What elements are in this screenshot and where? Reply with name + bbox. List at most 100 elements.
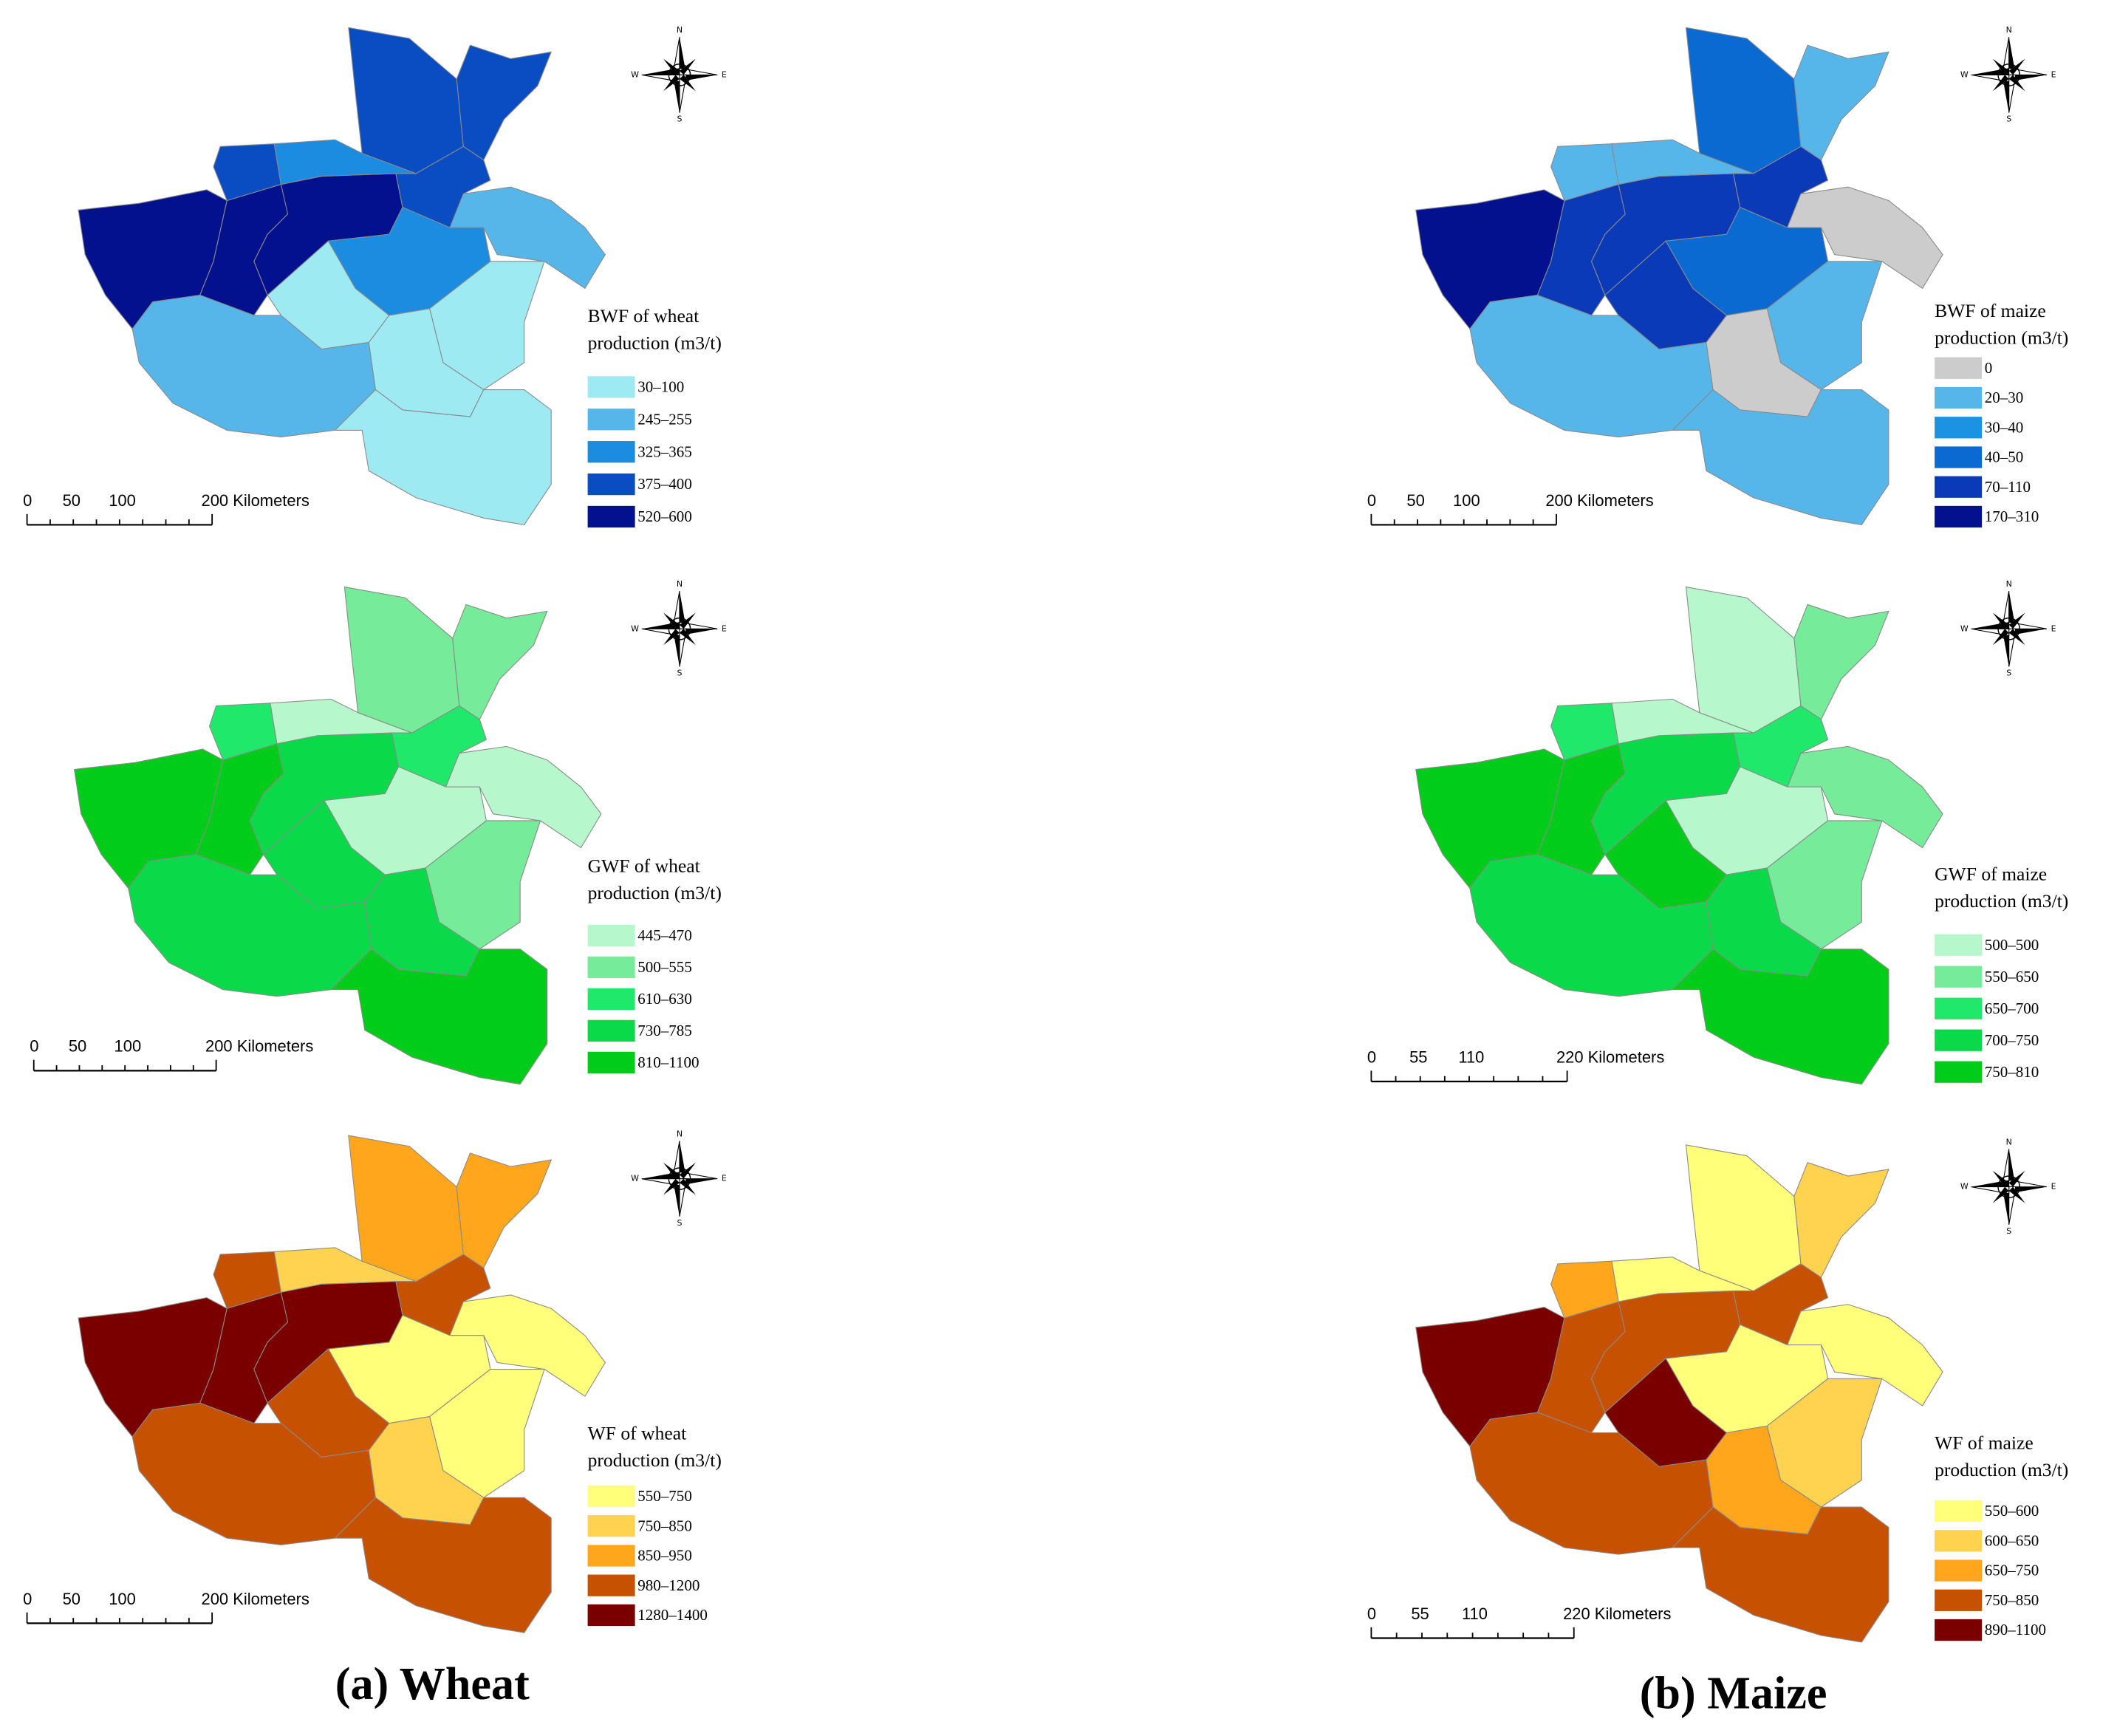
region (456, 44, 553, 161)
legend-swatch (587, 505, 635, 528)
legend-swatch (587, 376, 635, 398)
scale-label: 200 Kilometers (205, 1037, 313, 1056)
region (348, 27, 464, 174)
legend-label: 730–785 (637, 1022, 692, 1039)
compass-s: S (2006, 669, 2011, 678)
legend-title: production (m3/t) (1935, 890, 2068, 912)
compass-point (679, 1178, 696, 1195)
scale-label: 0 (1367, 1048, 1376, 1066)
scale-label: 0 (23, 491, 32, 510)
region (208, 703, 278, 761)
legend-swatch (587, 1574, 635, 1596)
legend-title: production (m3/t) (588, 882, 722, 903)
region (1793, 604, 1889, 720)
legend-swatch (1935, 1530, 1983, 1552)
legend-label: 245–255 (637, 410, 692, 428)
compass-s: S (677, 1218, 682, 1228)
legend-label: 600–650 (1985, 1531, 2039, 1549)
legend-swatch (1935, 1619, 1983, 1641)
map (78, 27, 606, 526)
compass-n: N (2006, 25, 2012, 35)
compass-point (663, 75, 680, 92)
compass-point (663, 1178, 680, 1195)
compass-n: N (677, 25, 683, 35)
compass-n: N (677, 579, 683, 589)
compass-point (1992, 58, 2009, 75)
scale-label: 50 (1406, 491, 1424, 510)
compass (641, 37, 718, 113)
map (78, 1135, 606, 1633)
legend-label: 650–750 (1985, 1562, 2039, 1579)
legend-swatch (587, 409, 635, 431)
legend-swatch (587, 473, 635, 496)
legend-title: BWF of maize (1935, 300, 2046, 321)
scale-label: 50 (63, 491, 81, 510)
region (1793, 1162, 1889, 1278)
legend-title: GWF of wheat (588, 855, 700, 876)
compass-point (1992, 75, 2009, 92)
compass-point (2008, 1186, 2025, 1203)
legend-label: 170–310 (1985, 508, 2039, 525)
region (348, 1135, 464, 1282)
legend-swatch (587, 1019, 635, 1042)
region (452, 604, 548, 720)
region (1550, 1260, 1619, 1319)
legend-swatch (1935, 476, 1983, 498)
scale-label: 0 (1367, 1605, 1376, 1623)
compass (1971, 1149, 2047, 1225)
compass-e: E (2051, 1182, 2056, 1192)
compass-point (663, 612, 680, 629)
legend-label: 750–810 (1985, 1063, 2039, 1081)
legend-label: 750–850 (637, 1517, 692, 1534)
compass-e: E (2051, 623, 2056, 633)
compass-n: N (2006, 1137, 2012, 1146)
compass-s: S (2006, 115, 2011, 124)
legend-swatch (587, 956, 635, 979)
compass-point (2008, 1170, 2025, 1187)
legend-label: 650–700 (1985, 999, 2039, 1017)
legend-title: production (m3/t) (588, 332, 722, 354)
legend-swatch (1935, 966, 1983, 988)
compass-w: W (631, 623, 639, 633)
compass (1971, 37, 2047, 113)
compass (641, 590, 718, 667)
scale-label: 100 (109, 491, 136, 510)
legend-title: WF of wheat (588, 1423, 687, 1444)
compass-w: W (631, 1174, 639, 1183)
legend-label: 550–600 (1985, 1502, 2039, 1520)
legend-label: 810–1100 (637, 1053, 699, 1071)
map (1415, 586, 1943, 1085)
compass-point (679, 629, 696, 646)
compass-point (2008, 629, 2025, 646)
legend-swatch (1935, 934, 1983, 956)
legend-swatch (1935, 997, 1983, 1019)
scale-label: 50 (69, 1037, 86, 1056)
compass-w: W (1960, 1182, 1969, 1192)
compass-ring (668, 617, 691, 640)
legend-title: WF of maize (1935, 1432, 2034, 1453)
compass (641, 1141, 718, 1217)
legend-title: production (m3/t) (1935, 1459, 2068, 1480)
compass-point (1992, 629, 2009, 646)
region (1793, 44, 1889, 161)
caption: (b) Maize (1640, 1669, 1827, 1719)
legend-swatch (587, 924, 635, 947)
map (73, 586, 602, 1085)
compass-w: W (1960, 69, 1969, 79)
compass-ring (668, 1167, 691, 1191)
region (213, 143, 282, 202)
region (456, 1152, 553, 1269)
legend-label: 850–950 (637, 1547, 692, 1565)
legend-swatch (1935, 1559, 1983, 1582)
region (1685, 586, 1802, 734)
legend-swatch (587, 441, 635, 463)
legend-swatch (587, 1051, 635, 1074)
legend-swatch (1935, 357, 1983, 379)
scale-label: 0 (1367, 491, 1376, 510)
compass-point (663, 1162, 680, 1179)
legend-swatch (587, 1515, 635, 1537)
scale-label: 100 (1453, 491, 1480, 510)
scale-label: 200 Kilometers (202, 1590, 309, 1608)
compass-point (2008, 75, 2025, 92)
